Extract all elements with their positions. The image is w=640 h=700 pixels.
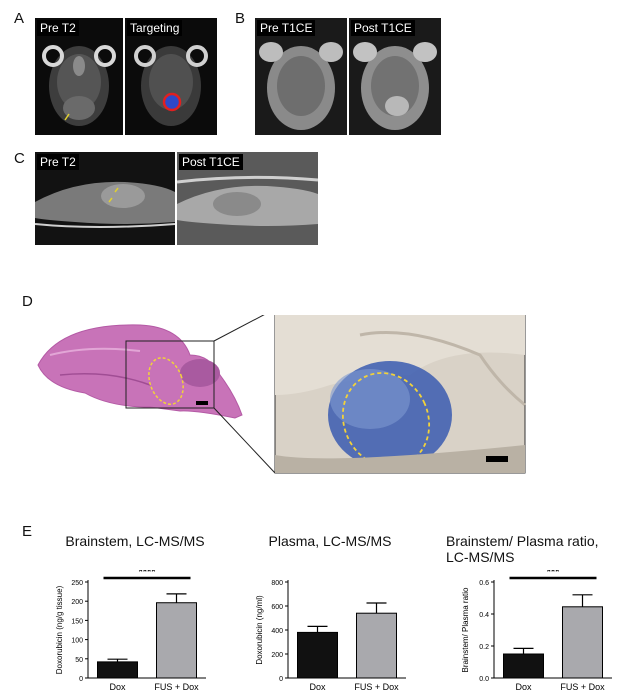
y-tick-label: 0.4 xyxy=(479,612,489,619)
mri-label: Pre T2 xyxy=(37,20,79,36)
scale-bar-small xyxy=(196,401,208,405)
chart-title-ratio: Brainstem/ Plasma ratio, LC-MS/MS xyxy=(446,533,636,565)
mri-label: Pre T1CE xyxy=(257,20,316,36)
y-tick-label: 150 xyxy=(71,618,83,625)
mri-targeting-image xyxy=(125,18,217,135)
mri-label: Post T1CE xyxy=(179,154,243,170)
bar-chart-brainstem: 0 50 100 150 200 250 Doxorubicin (ng/g tissue)… xyxy=(55,570,206,692)
significance-label: **** xyxy=(138,570,156,578)
mri-label: Pre T2 xyxy=(37,154,79,170)
y-axis-label: Doxorubicin (ng/ml) xyxy=(255,595,264,665)
mri-pre-t2-axial-image xyxy=(35,18,123,135)
y-tick-label: 800 xyxy=(271,580,283,587)
chart-title-ratio-line1: Brainstem/ Plasma ratio, xyxy=(446,533,599,549)
chart-title-brainstem: Brainstem, LC-MS/MS xyxy=(65,533,205,549)
chart-title-plasma: Plasma, LC-MS/MS xyxy=(268,533,392,549)
bar xyxy=(156,602,197,679)
bar-chart-ratio: 0.0 0.2 0.4 0.6 Brainstem/ Plasma ratio Dox FU… xyxy=(461,570,612,692)
y-tick-label: 200 xyxy=(71,599,83,606)
bar xyxy=(503,653,544,679)
y-tick-label: 100 xyxy=(71,638,83,645)
mri-pre-t2-axial: Pre T2 xyxy=(35,18,123,135)
panel-letter-d: D xyxy=(22,293,33,310)
brainstem-outline-small xyxy=(148,357,184,405)
bar xyxy=(97,661,138,679)
y-tick-label: 0 xyxy=(279,676,283,683)
y-tick-label: 400 xyxy=(271,628,283,635)
panel-letter-c: C xyxy=(14,150,25,167)
y-tick-label: 50 xyxy=(75,657,83,664)
x-tick-label: Dox xyxy=(109,682,126,692)
mri-pre-t1ce: Pre T1CE xyxy=(255,18,347,135)
y-tick-label: 600 xyxy=(271,604,283,611)
bar xyxy=(356,612,397,679)
x-tick-label: FUS + Dox xyxy=(154,682,199,692)
x-tick-label: Dox xyxy=(309,682,326,692)
y-tick-label: 0.0 xyxy=(479,676,489,683)
x-tick-label: FUS + Dox xyxy=(354,682,399,692)
y-axis-label: Doxorubicin (ng/g tissue) xyxy=(55,585,64,674)
bar-chart-plasma: 0 200 400 600 800 Doxorubicin (ng/ml) Dox FUS +… xyxy=(255,580,406,692)
zoom-box xyxy=(125,340,215,409)
mri-pre-t1ce-image xyxy=(255,18,347,135)
mri-label: Post T1CE xyxy=(351,20,415,36)
mri-post-t1ce-image xyxy=(349,18,441,135)
chart-title-ratio-line2: LC-MS/MS xyxy=(446,549,515,565)
mri-post-t1ce-sagittal: Post T1CE xyxy=(177,152,318,245)
scale-bar-large xyxy=(486,456,508,462)
mri-pre-t2-sagittal: Pre T2 xyxy=(35,152,175,245)
panel-letter-b: B xyxy=(235,10,246,27)
histology-figure xyxy=(37,315,526,474)
y-tick-label: 0 xyxy=(79,676,83,683)
y-axis-label: Brainstem/ Plasma ratio xyxy=(461,587,470,672)
bar xyxy=(562,606,603,679)
y-tick-label: 250 xyxy=(71,580,83,587)
mri-post-t1ce: Post T1CE xyxy=(349,18,441,135)
mri-targeting: Targeting xyxy=(125,18,217,135)
mri-label: Targeting xyxy=(127,20,183,36)
x-tick-label: Dox xyxy=(515,682,532,692)
panel-letter-e: E xyxy=(22,523,33,540)
y-tick-label: 0.6 xyxy=(479,580,489,587)
significance-label: *** xyxy=(547,570,561,578)
y-tick-label: 0.2 xyxy=(479,644,489,651)
x-tick-label: FUS + Dox xyxy=(560,682,605,692)
panel-letter-a: A xyxy=(14,10,25,27)
mri-post-t1ce-sagittal-image xyxy=(177,152,318,245)
y-tick-label: 200 xyxy=(271,652,283,659)
bar xyxy=(297,631,338,679)
